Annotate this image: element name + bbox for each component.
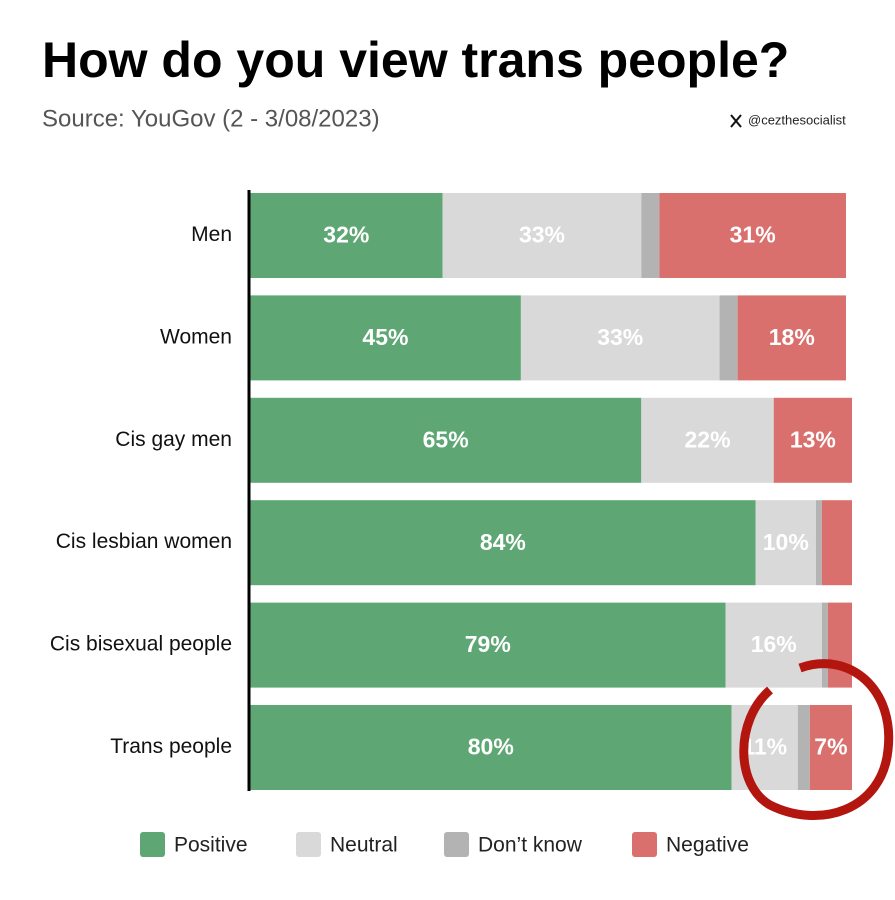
legend-label: Negative	[666, 834, 749, 857]
legend-swatch	[296, 832, 321, 857]
category-label: Trans people	[110, 735, 232, 758]
category-label: Cis gay men	[115, 428, 232, 451]
value-label: 11%	[742, 734, 787, 760]
legend-label: Neutral	[330, 834, 398, 857]
category-label: Women	[160, 325, 232, 348]
bar-segment	[250, 295, 521, 381]
value-label: 80%	[468, 734, 514, 760]
bar-segment	[821, 500, 852, 586]
bar-segment	[250, 705, 732, 790]
chart-title: How do you view trans people?	[42, 32, 789, 88]
value-label: 45%	[362, 324, 408, 350]
bar-segment	[641, 397, 774, 483]
bar-segment	[250, 397, 642, 483]
value-label: 16%	[751, 631, 797, 657]
legend-swatch	[140, 832, 165, 857]
bar-segment	[773, 397, 852, 483]
value-label: 84%	[480, 529, 526, 555]
chart-subtitle: Source: YouGov (2 - 3/08/2023)	[42, 105, 380, 132]
legend-label: Positive	[174, 834, 248, 857]
bar-segment	[725, 602, 822, 688]
bar-segment	[755, 500, 816, 586]
bar-segment	[737, 295, 846, 381]
category-label: Cis bisexual people	[50, 633, 232, 656]
value-label: 31%	[730, 222, 776, 248]
watermark: @cezthesocialist	[748, 112, 846, 127]
bar-segment	[250, 602, 726, 688]
annotation-circle	[739, 659, 894, 821]
category-label: Cis lesbian women	[56, 530, 232, 553]
bar-segment	[827, 602, 852, 688]
value-label: 7%	[814, 734, 847, 760]
legend-swatch	[632, 832, 657, 857]
value-label: 18%	[769, 324, 815, 350]
bar-segment	[809, 705, 852, 790]
category-label: Men	[191, 223, 232, 246]
bar-segment	[821, 602, 828, 688]
legend-label: Don’t know	[478, 834, 583, 857]
value-label: 79%	[465, 631, 511, 657]
bar-segment	[250, 500, 756, 586]
value-label: 22%	[684, 426, 730, 452]
bar-segment	[719, 295, 738, 381]
value-label: 33%	[519, 222, 565, 248]
bar-segment	[815, 500, 822, 586]
bar-segment	[797, 705, 810, 790]
value-label: 65%	[423, 426, 469, 452]
bar-segment	[520, 295, 720, 381]
bar-segment	[641, 193, 660, 278]
value-label: 13%	[790, 426, 836, 452]
legend-swatch	[444, 832, 469, 857]
bar-segment	[250, 193, 443, 278]
x-logo	[730, 114, 742, 128]
value-label: 33%	[597, 324, 643, 350]
bar-segment	[659, 193, 846, 278]
bar-segment	[442, 193, 642, 278]
value-label: 32%	[323, 222, 369, 248]
value-label: 10%	[763, 529, 809, 555]
